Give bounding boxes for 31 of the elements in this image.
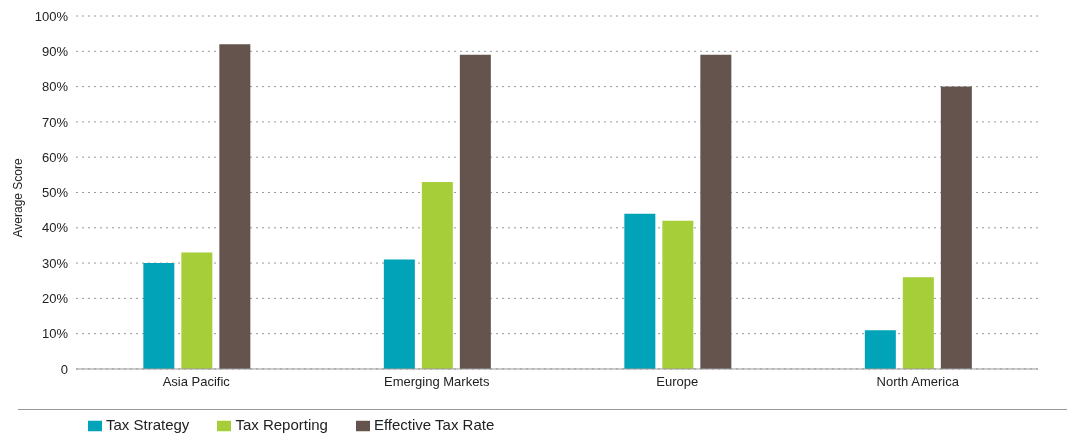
- y-tick-label: 30%: [41, 255, 69, 271]
- legend-label: Effective Tax Rate: [373, 415, 495, 433]
- bar: [624, 213, 656, 369]
- bar: [902, 277, 934, 369]
- x-tick-label: Asia Pacific: [162, 374, 231, 390]
- y-tick-label: 100%: [34, 8, 69, 24]
- bar: [662, 220, 694, 369]
- legend-label: Tax Strategy: [106, 415, 190, 433]
- bar: [700, 54, 732, 369]
- bar: [383, 259, 415, 369]
- bar: [421, 181, 453, 369]
- bar: [459, 54, 491, 369]
- y-axis-title: Average Score: [11, 158, 26, 238]
- y-tick-label: 40%: [41, 220, 69, 236]
- bar: [940, 86, 972, 369]
- x-tick-label: Emerging Markets: [384, 374, 490, 390]
- x-tick-label: North America: [876, 374, 960, 390]
- legend-label: Tax Reporting: [235, 415, 328, 433]
- y-tick-label: 60%: [41, 149, 69, 165]
- y-tick-label: 50%: [41, 185, 69, 201]
- y-tick-label: 0: [60, 361, 68, 377]
- y-tick-label: 10%: [41, 326, 69, 342]
- x-tick-label: Europe: [656, 374, 699, 390]
- bar: [143, 263, 175, 369]
- bar: [219, 44, 251, 369]
- y-tick-label: 20%: [41, 290, 69, 306]
- y-tick-label: 90%: [41, 43, 69, 59]
- bar: [864, 330, 896, 369]
- y-tick-label: 80%: [41, 79, 69, 95]
- y-tick-label: 70%: [41, 114, 69, 130]
- bar: [181, 252, 213, 369]
